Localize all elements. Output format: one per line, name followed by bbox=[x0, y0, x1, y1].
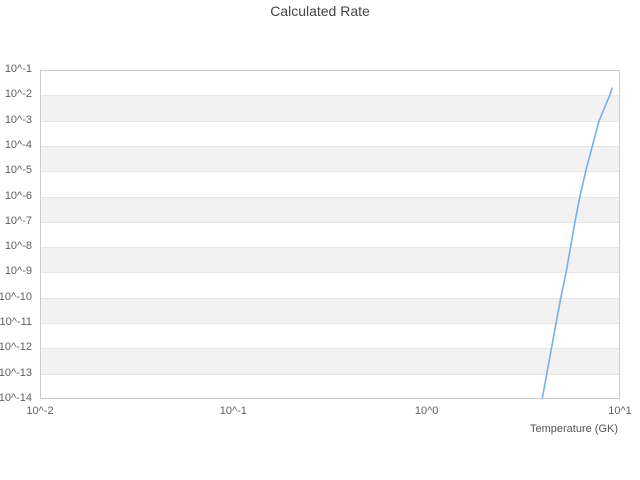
rate-line bbox=[541, 87, 613, 400]
alternate-row-band bbox=[40, 95, 620, 121]
rate-line-layer bbox=[541, 87, 613, 400]
y-gridline bbox=[40, 297, 620, 299]
y-gridline bbox=[40, 120, 620, 122]
y-tick-label: 10^-4 bbox=[4, 138, 32, 151]
y-tick-label: 10^-14 bbox=[0, 392, 32, 404]
y-tick-label: 10^-11 bbox=[0, 316, 32, 329]
y-gridline bbox=[40, 271, 620, 273]
y-tick-label: 10^-12 bbox=[0, 341, 32, 354]
y-gridline bbox=[40, 170, 620, 172]
alternate-row-band bbox=[40, 145, 620, 172]
y-tick-label: 10^-5 bbox=[4, 164, 32, 177]
chart-title: Calculated Rate bbox=[270, 3, 370, 19]
x-tick-label: 10^1 bbox=[608, 405, 632, 417]
y-tick-label: 10^-1 bbox=[4, 63, 32, 75]
y-gridline bbox=[40, 373, 620, 375]
y-gridline bbox=[40, 196, 620, 198]
y-tick-label: 10^-8 bbox=[4, 240, 32, 253]
x-tick-label: 10^-2 bbox=[26, 405, 54, 417]
y-tick-label: 10^-9 bbox=[4, 265, 32, 278]
y-gridline bbox=[40, 145, 620, 147]
x-tick-label: 10^-1 bbox=[219, 405, 247, 417]
y-tick-label: 10^-2 bbox=[4, 88, 32, 101]
alternate-row-band bbox=[40, 247, 620, 273]
y-tick-label: 10^-10 bbox=[0, 290, 32, 303]
y-gridline bbox=[40, 246, 620, 248]
x-axis-title: Temperature (GK) bbox=[529, 423, 618, 435]
y-tick-label: 10^-7 bbox=[4, 214, 32, 227]
y-gridline bbox=[40, 347, 620, 349]
alternate-row-band bbox=[40, 196, 620, 222]
alternate-row-band bbox=[40, 297, 620, 324]
y-tick-label: 10^-3 bbox=[4, 113, 32, 126]
y-tick-label: 10^-6 bbox=[4, 189, 32, 202]
y-tick-label: 10^-13 bbox=[0, 366, 32, 379]
y-gridline bbox=[40, 221, 620, 223]
y-gridline bbox=[40, 94, 620, 96]
alternate-row-band bbox=[40, 348, 620, 374]
x-tick-label: 10^0 bbox=[414, 405, 439, 417]
y-gridline bbox=[40, 322, 620, 324]
plot-area bbox=[40, 70, 620, 400]
